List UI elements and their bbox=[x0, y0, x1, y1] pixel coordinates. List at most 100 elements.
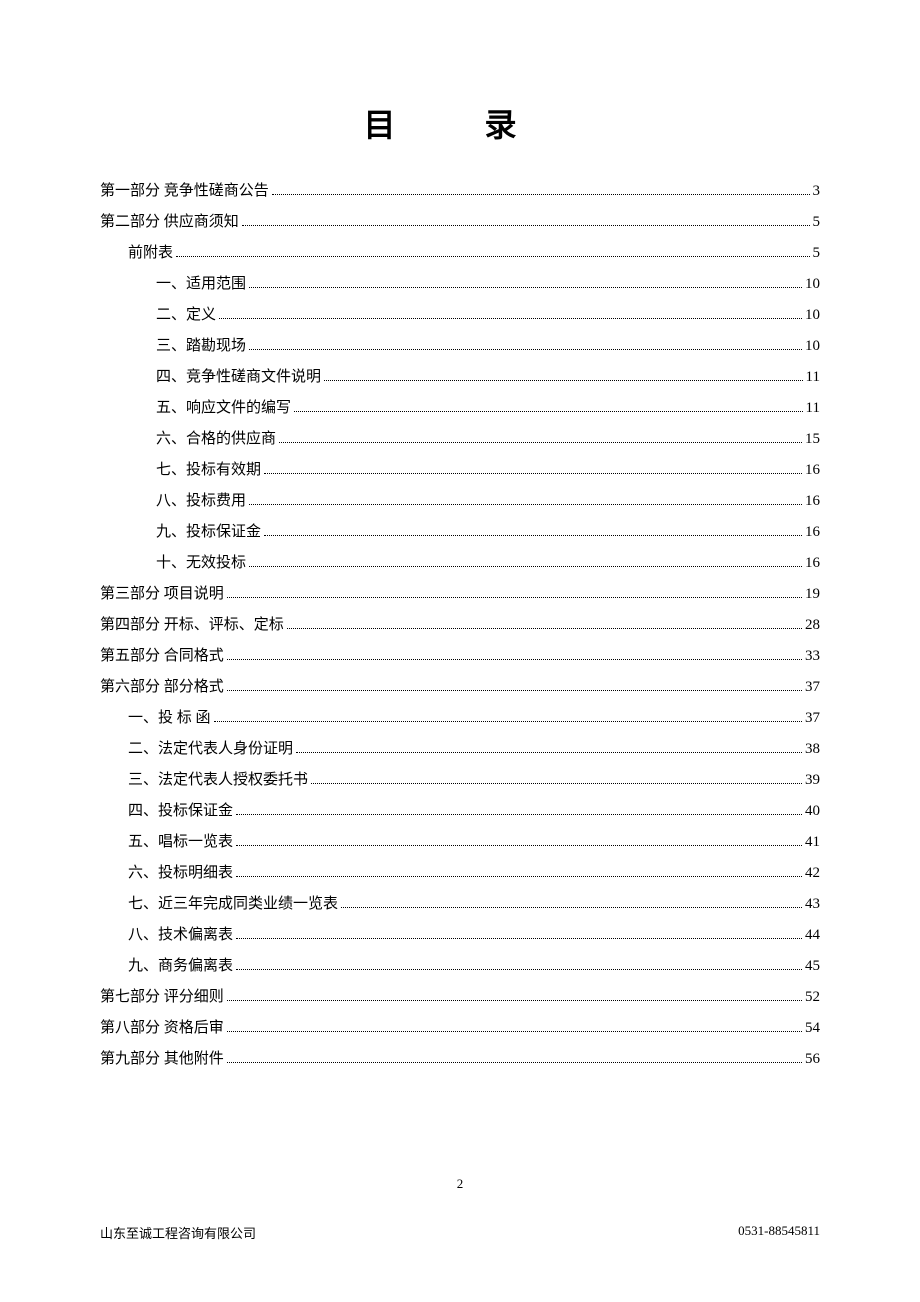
footer-row: 山东至诚工程咨询有限公司 0531-88545811 bbox=[100, 1223, 820, 1242]
footer-company: 山东至诚工程咨询有限公司 bbox=[100, 1223, 256, 1242]
toc-entry-page: 39 bbox=[805, 765, 820, 795]
toc-leader-dots bbox=[227, 1000, 802, 1001]
toc-entry: 第八部分 资格后审54 bbox=[100, 1013, 820, 1043]
toc-leader-dots bbox=[227, 597, 802, 598]
toc-entry: 第五部分 合同格式33 bbox=[100, 641, 820, 671]
toc-entry-label: 第五部分 合同格式 bbox=[100, 641, 224, 671]
toc-entry-page: 54 bbox=[805, 1013, 820, 1043]
toc-entry: 第一部分 竞争性磋商公告3 bbox=[100, 176, 820, 206]
toc-entry-page: 3 bbox=[813, 176, 821, 206]
toc-entry: 四、投标保证金 40 bbox=[100, 796, 820, 826]
toc-entry: 六、投标明细表 42 bbox=[100, 858, 820, 888]
toc-entry-page: 5 bbox=[813, 238, 821, 268]
toc-entry-page: 41 bbox=[805, 827, 820, 857]
toc-entry-page: 38 bbox=[805, 734, 820, 764]
toc-entry-label: 八、技术偏离表 bbox=[128, 920, 233, 950]
toc-entry: 十、无效投标16 bbox=[100, 548, 820, 578]
toc-entry: 六、合格的供应商15 bbox=[100, 424, 820, 454]
toc-entry-label: 三、法定代表人授权委托书 bbox=[128, 765, 308, 795]
toc-entry: 五、唱标一览表 41 bbox=[100, 827, 820, 857]
toc-entry-label: 四、投标保证金 bbox=[128, 796, 233, 826]
toc-entry: 一、适用范围10 bbox=[100, 269, 820, 299]
toc-leader-dots bbox=[264, 473, 802, 474]
toc-entry-label: 五、唱标一览表 bbox=[128, 827, 233, 857]
toc-entry: 三、踏勘现场10 bbox=[100, 331, 820, 361]
toc-entry: 第九部分 其他附件 56 bbox=[100, 1044, 820, 1074]
toc-leader-dots bbox=[176, 256, 809, 257]
toc-leader-dots bbox=[227, 1031, 802, 1032]
toc-entry: 一、投 标 函37 bbox=[100, 703, 820, 733]
toc-entry-page: 40 bbox=[805, 796, 820, 826]
toc-leader-dots bbox=[249, 566, 802, 567]
toc-leader-dots bbox=[214, 721, 802, 722]
toc-entry-label: 七、投标有效期 bbox=[156, 455, 261, 485]
toc-entry-page: 10 bbox=[805, 300, 820, 330]
toc-leader-dots bbox=[311, 783, 802, 784]
toc-entry: 第七部分 评分细则52 bbox=[100, 982, 820, 1012]
toc-entry-page: 16 bbox=[805, 548, 820, 578]
toc-leader-dots bbox=[294, 411, 803, 412]
toc-entry: 第四部分 开标、评标、定标 28 bbox=[100, 610, 820, 640]
toc-entry-label: 第三部分 项目说明 bbox=[100, 579, 224, 609]
toc-entry-label: 第四部分 开标、评标、定标 bbox=[100, 610, 284, 640]
toc-leader-dots bbox=[242, 225, 810, 226]
document-title: 目 录 bbox=[100, 100, 820, 146]
toc-leader-dots bbox=[272, 194, 810, 195]
toc-leader-dots bbox=[249, 504, 802, 505]
toc-entry: 第三部分 项目说明 19 bbox=[100, 579, 820, 609]
toc-leader-dots bbox=[236, 814, 802, 815]
toc-entry-label: 二、法定代表人身份证明 bbox=[128, 734, 293, 764]
toc-leader-dots bbox=[341, 907, 802, 908]
toc-entry-label: 四、竞争性磋商文件说明 bbox=[156, 362, 321, 392]
toc-entry-page: 15 bbox=[805, 424, 820, 454]
toc-entry-page: 19 bbox=[805, 579, 820, 609]
toc-leader-dots bbox=[264, 535, 802, 536]
toc-entry-label: 前附表 bbox=[128, 238, 173, 268]
toc-entry-label: 九、投标保证金 bbox=[156, 517, 261, 547]
toc-leader-dots bbox=[236, 876, 802, 877]
toc-entry-label: 八、投标费用 bbox=[156, 486, 246, 516]
toc-leader-dots bbox=[227, 1062, 802, 1063]
toc-leader-dots bbox=[324, 380, 803, 381]
toc-entry: 九、商务偏离表45 bbox=[100, 951, 820, 981]
toc-entry-label: 第七部分 评分细则 bbox=[100, 982, 224, 1012]
toc-entry-label: 七、近三年完成同类业绩一览表 bbox=[128, 889, 338, 919]
toc-entry: 七、近三年完成同类业绩一览表 43 bbox=[100, 889, 820, 919]
footer-phone: 0531-88545811 bbox=[738, 1223, 820, 1242]
toc-entry-page: 11 bbox=[806, 393, 820, 423]
toc-entry-label: 五、响应文件的编写 bbox=[156, 393, 291, 423]
toc-entry-page: 56 bbox=[805, 1044, 820, 1074]
toc-entry-label: 二、定义 bbox=[156, 300, 216, 330]
toc-leader-dots bbox=[227, 659, 802, 660]
toc-entry: 七、投标有效期 16 bbox=[100, 455, 820, 485]
toc-entry-label: 三、踏勘现场 bbox=[156, 331, 246, 361]
toc-entry-page: 43 bbox=[805, 889, 820, 919]
toc-entry-label: 一、适用范围 bbox=[156, 269, 246, 299]
toc-leader-dots bbox=[219, 318, 802, 319]
toc-leader-dots bbox=[236, 845, 802, 846]
toc-entry: 第六部分 部分格式37 bbox=[100, 672, 820, 702]
toc-leader-dots bbox=[249, 287, 802, 288]
toc-entry-page: 16 bbox=[805, 455, 820, 485]
toc-entry-page: 28 bbox=[805, 610, 820, 640]
toc-entry-page: 37 bbox=[805, 703, 820, 733]
toc-entry: 二、法定代表人身份证明 38 bbox=[100, 734, 820, 764]
toc-entry: 八、技术偏离表 44 bbox=[100, 920, 820, 950]
toc-leader-dots bbox=[236, 969, 802, 970]
toc-entry-page: 11 bbox=[806, 362, 820, 392]
toc-entry: 二、定义 10 bbox=[100, 300, 820, 330]
toc-entry-label: 六、投标明细表 bbox=[128, 858, 233, 888]
toc-entry-page: 42 bbox=[805, 858, 820, 888]
toc-entry: 四、竞争性磋商文件说明 11 bbox=[100, 362, 820, 392]
toc-entry-label: 第六部分 部分格式 bbox=[100, 672, 224, 702]
toc-entry-label: 九、商务偏离表 bbox=[128, 951, 233, 981]
toc-entry-page: 44 bbox=[805, 920, 820, 950]
toc-entry-page: 5 bbox=[813, 207, 821, 237]
page-number: 2 bbox=[0, 1176, 920, 1192]
toc-leader-dots bbox=[249, 349, 802, 350]
toc-leader-dots bbox=[296, 752, 802, 753]
toc-entry: 三、法定代表人授权委托书 39 bbox=[100, 765, 820, 795]
toc-leader-dots bbox=[287, 628, 802, 629]
toc-entry-label: 第九部分 其他附件 bbox=[100, 1044, 224, 1074]
toc-entry-page: 16 bbox=[805, 486, 820, 516]
